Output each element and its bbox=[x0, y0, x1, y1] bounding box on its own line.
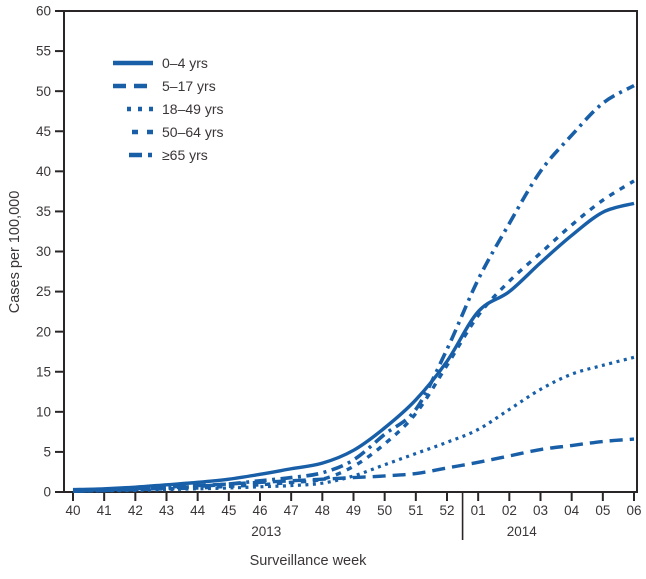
y-tick-label: 35 bbox=[36, 204, 51, 219]
y-axis-title: Cases per 100,000 bbox=[7, 190, 23, 314]
legend-swatch-icon bbox=[105, 127, 153, 137]
x-tick-label: 47 bbox=[284, 503, 299, 518]
x-tick-label: 06 bbox=[626, 503, 641, 518]
y-tick-label: 5 bbox=[43, 445, 51, 460]
y-tick-label: 45 bbox=[36, 124, 51, 139]
legend-swatch-icon bbox=[105, 58, 153, 68]
legend-swatch-icon bbox=[105, 104, 153, 114]
x-tick-label: 41 bbox=[97, 503, 112, 518]
x-tick-label: 46 bbox=[252, 503, 267, 518]
series-line-dot bbox=[72, 355, 635, 493]
x-tick-label: 45 bbox=[221, 503, 236, 518]
legend: 0–4 yrs 5–17 yrs 18–49 yrs 50–64 yrs ≥65 yrs bbox=[105, 51, 223, 166]
year-label: 2013 bbox=[251, 524, 281, 539]
x-tick-label: 05 bbox=[595, 503, 610, 518]
legend-label: 0–4 yrs bbox=[162, 54, 208, 71]
x-tick-label: 40 bbox=[65, 503, 80, 518]
x-tick-label: 49 bbox=[346, 503, 361, 518]
series-line-dash-dot bbox=[72, 83, 635, 493]
y-tick-label: 55 bbox=[36, 44, 51, 59]
legend-swatch-icon bbox=[105, 150, 153, 160]
legend-label: 18–49 yrs bbox=[162, 100, 224, 117]
legend-label: 5–17 yrs bbox=[162, 77, 216, 94]
x-tick-label: 02 bbox=[502, 503, 517, 518]
series-line-long-dash bbox=[72, 437, 635, 493]
legend-item: 0–4 yrs bbox=[105, 51, 223, 74]
x-tick-label: 52 bbox=[439, 503, 454, 518]
y-tick-label: 50 bbox=[36, 84, 51, 99]
y-tick-label: 40 bbox=[36, 164, 51, 179]
y-tick-label: 15 bbox=[36, 364, 51, 379]
x-tick-label: 50 bbox=[377, 503, 392, 518]
legend-label: ≥65 yrs bbox=[162, 146, 208, 163]
y-tick-label: 0 bbox=[43, 485, 51, 500]
y-tick-label: 10 bbox=[36, 404, 51, 419]
legend-swatch-icon bbox=[105, 81, 153, 91]
year-label: 2014 bbox=[507, 524, 538, 539]
legend-item: 50–64 yrs bbox=[105, 120, 223, 143]
x-tick-label: 03 bbox=[533, 503, 548, 518]
legend-item: 5–17 yrs bbox=[105, 74, 223, 97]
x-tick-label: 04 bbox=[564, 503, 580, 518]
y-tick-label: 20 bbox=[36, 324, 51, 339]
x-tick-label: 44 bbox=[190, 503, 206, 518]
legend-item: ≥65 yrs bbox=[105, 143, 223, 166]
y-tick-label: 30 bbox=[36, 244, 51, 259]
y-tick-label: 25 bbox=[36, 284, 51, 299]
legend-label: 50–64 yrs bbox=[162, 123, 224, 140]
legend-item: 18–49 yrs bbox=[105, 97, 223, 120]
y-tick-label: 60 bbox=[36, 4, 51, 19]
series-line-dash bbox=[72, 179, 635, 493]
x-tick-label: 51 bbox=[408, 503, 423, 518]
x-axis-title: Surveillance week bbox=[249, 553, 367, 569]
x-tick-label: 01 bbox=[471, 503, 486, 518]
x-tick-label: 43 bbox=[159, 503, 174, 518]
x-tick-label: 48 bbox=[315, 503, 330, 518]
x-tick-label: 42 bbox=[128, 503, 143, 518]
plot-frame bbox=[63, 10, 638, 493]
series-line-solid bbox=[72, 201, 635, 492]
